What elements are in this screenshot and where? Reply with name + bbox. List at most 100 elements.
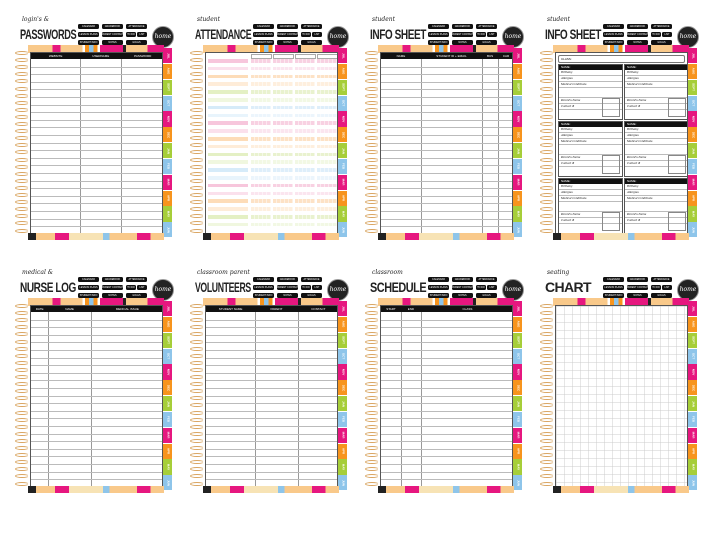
month-tab-aug[interactable]: AUG bbox=[163, 316, 172, 333]
table-row[interactable] bbox=[381, 334, 512, 336]
table-row[interactable] bbox=[206, 410, 337, 412]
month-tab-may[interactable]: MAY bbox=[513, 206, 522, 222]
nav-button-student-info[interactable]: STUDENT INFO bbox=[428, 293, 449, 298]
attendance-day-cells[interactable] bbox=[251, 74, 271, 79]
nav-button-to-do[interactable]: TO DO bbox=[476, 285, 486, 290]
table-row[interactable] bbox=[206, 395, 337, 397]
table-row[interactable] bbox=[381, 441, 512, 443]
attendance-day-cells[interactable] bbox=[295, 160, 315, 164]
month-tab-mar[interactable]: MAR bbox=[338, 427, 347, 443]
student-name-field[interactable]: NAME: bbox=[559, 65, 622, 70]
card-field[interactable]: Contact # bbox=[559, 104, 622, 110]
nav-button-calendar[interactable]: CALENDAR bbox=[253, 24, 274, 29]
attendance-day-cells[interactable] bbox=[273, 222, 293, 227]
nav-button-parent-contact[interactable]: PARENT CONTACT bbox=[627, 285, 648, 290]
attendance-day-cells[interactable] bbox=[317, 105, 337, 110]
table-row[interactable] bbox=[206, 479, 337, 481]
card-field[interactable]: Allergies bbox=[559, 133, 622, 139]
month-tab-sept[interactable]: SEPT bbox=[338, 332, 347, 348]
month-tab-nov[interactable]: NOV bbox=[688, 111, 697, 127]
card-field[interactable]: Allergies bbox=[559, 76, 622, 82]
table-row[interactable] bbox=[381, 127, 512, 129]
month-tab-feb[interactable]: FEB bbox=[338, 411, 347, 428]
table-row[interactable] bbox=[206, 426, 337, 427]
attendance-day-cells[interactable] bbox=[251, 199, 271, 203]
attendance-day-cells[interactable] bbox=[317, 144, 337, 149]
month-tab-mar[interactable]: MAR bbox=[163, 174, 172, 190]
nav-button-attendance[interactable]: ATTENDANCE bbox=[126, 24, 147, 29]
month-tab-apr[interactable]: APR bbox=[688, 190, 697, 206]
table-row[interactable] bbox=[381, 188, 512, 190]
attendance-day-cells[interactable] bbox=[273, 129, 293, 133]
table-row[interactable] bbox=[381, 448, 512, 450]
month-tab-feb[interactable]: FEB bbox=[688, 411, 697, 428]
month-tab-may[interactable]: MAY bbox=[163, 206, 172, 222]
nav-button-goals[interactable]: GOALS bbox=[476, 40, 497, 45]
nav-button-gradebook[interactable]: GRADEBOOK bbox=[277, 277, 298, 282]
nav-button-attendance[interactable]: ATTENDANCE bbox=[126, 277, 147, 282]
attendance-day-cells[interactable] bbox=[317, 74, 337, 79]
attendance-day-cells[interactable] bbox=[295, 129, 315, 133]
table-row[interactable] bbox=[31, 188, 162, 190]
card-field[interactable] bbox=[625, 88, 687, 98]
month-tab-jun[interactable]: JUN bbox=[338, 475, 347, 491]
table-row[interactable] bbox=[31, 112, 162, 114]
attendance-row[interactable] bbox=[208, 144, 248, 149]
nav-button-gradebook[interactable]: GRADEBOOK bbox=[277, 24, 298, 29]
month-tab-sept[interactable]: SEPT bbox=[163, 79, 172, 95]
table-row[interactable] bbox=[381, 66, 512, 68]
attendance-day-cells[interactable] bbox=[295, 113, 315, 118]
month-tab-apr[interactable]: APR bbox=[513, 443, 522, 459]
nav-button-to-do[interactable]: TO DO bbox=[651, 285, 661, 290]
card-field[interactable]: Allergies bbox=[625, 190, 687, 196]
attendance-day-cells[interactable] bbox=[251, 129, 271, 133]
table-row[interactable] bbox=[381, 89, 512, 91]
table-row[interactable] bbox=[31, 203, 162, 205]
nav-button-parent-contact[interactable]: PARENT CONTACT bbox=[277, 285, 298, 290]
attendance-row[interactable] bbox=[208, 98, 248, 102]
nav-button-list[interactable]: LIST bbox=[312, 32, 322, 37]
table-row[interactable] bbox=[381, 464, 512, 465]
nav-button-to-do[interactable]: TO DO bbox=[651, 32, 661, 37]
card-field[interactable]: Allergies bbox=[625, 76, 687, 82]
table-row[interactable] bbox=[31, 218, 162, 220]
attendance-day-cells[interactable] bbox=[273, 168, 293, 172]
table-row[interactable] bbox=[381, 150, 512, 152]
month-tab-feb[interactable]: FEB bbox=[513, 158, 522, 175]
attendance-day-cells[interactable] bbox=[295, 98, 315, 102]
card-field[interactable] bbox=[559, 145, 622, 155]
nav-button-lesson-plans[interactable]: LESSON PLANS bbox=[603, 32, 624, 37]
attendance-row[interactable] bbox=[208, 129, 248, 133]
nav-button-attendance[interactable]: ATTENDANCE bbox=[651, 24, 672, 29]
attendance-day-cells[interactable] bbox=[273, 113, 293, 118]
attendance-row[interactable] bbox=[208, 160, 248, 164]
attendance-day-cells[interactable] bbox=[317, 98, 337, 102]
home-button[interactable]: home bbox=[677, 26, 699, 48]
attendance-day-cells[interactable] bbox=[317, 160, 337, 164]
nav-button-list[interactable]: LIST bbox=[662, 285, 672, 290]
nav-button-calendar[interactable]: CALENDAR bbox=[428, 24, 449, 29]
month-tab-jun[interactable]: JUN bbox=[163, 222, 172, 238]
nav-button-student-info[interactable]: STUDENT INFO bbox=[253, 40, 274, 45]
home-button[interactable]: home bbox=[327, 279, 349, 301]
nav-button-lesson-plans[interactable]: LESSON PLANS bbox=[78, 32, 99, 37]
card-field[interactable]: Contact # bbox=[625, 104, 687, 110]
nav-button-lesson-plans[interactable]: LESSON PLANS bbox=[428, 285, 449, 290]
table-row[interactable] bbox=[206, 403, 337, 405]
month-tab-apr[interactable]: APR bbox=[163, 443, 172, 459]
month-tab-jun[interactable]: JUN bbox=[513, 222, 522, 238]
month-tab-jan[interactable]: JAN bbox=[163, 143, 172, 159]
attendance-day-cells[interactable] bbox=[317, 176, 337, 180]
table-row[interactable] bbox=[381, 173, 512, 174]
card-field[interactable]: Parent's Name bbox=[625, 155, 687, 161]
card-field[interactable]: Birthday bbox=[559, 127, 622, 133]
table-row[interactable] bbox=[31, 380, 162, 382]
month-tab-oct[interactable]: OCT bbox=[688, 95, 697, 111]
student-name-field[interactable]: NAME: bbox=[559, 179, 622, 184]
attendance-day-cells[interactable] bbox=[251, 137, 271, 141]
table-row[interactable] bbox=[31, 319, 162, 321]
table-row[interactable] bbox=[31, 433, 162, 435]
nav-button-lesson-plans[interactable]: LESSON PLANS bbox=[253, 285, 274, 290]
table-row[interactable] bbox=[31, 464, 162, 465]
attendance-day-cells[interactable] bbox=[317, 137, 337, 141]
